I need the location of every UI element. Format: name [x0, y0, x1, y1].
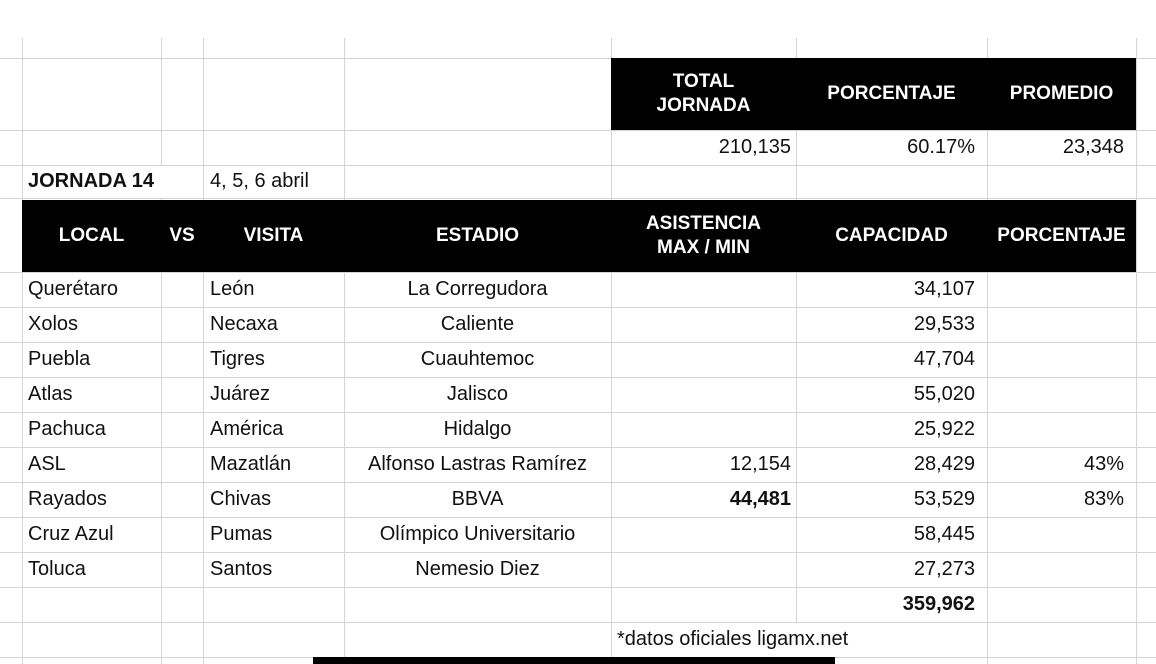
cell-local[interactable]: Atlas	[28, 383, 73, 405]
col-header-asistencia[interactable]: ASISTENCIA MAX / MIN	[645, 213, 762, 258]
cell-porcentaje[interactable]	[987, 342, 1124, 377]
cell-footnote[interactable]: *datos oficiales ligamx.net	[617, 628, 849, 650]
col-header-local[interactable]: LOCAL	[58, 225, 125, 247]
col-header-estadio[interactable]: ESTADIO	[435, 225, 520, 247]
cell-estadio[interactable]: Nemesio Diez	[415, 558, 540, 580]
cell-visita[interactable]: América	[210, 418, 284, 440]
cell-capacidad[interactable]: 47,704	[913, 348, 975, 370]
cell-total-capacidad[interactable]: 359,962	[902, 593, 975, 615]
cell-estadio[interactable]: La Corregudora	[407, 278, 548, 300]
gridline-horizontal	[0, 587, 1156, 588]
gridline-vertical	[611, 38, 612, 664]
col-header-visita[interactable]: VISITA	[243, 225, 304, 247]
cell-porcentaje[interactable]	[987, 272, 1124, 307]
cell-porcentaje[interactable]	[987, 307, 1124, 342]
cell-estadio[interactable]: Jalisco	[446, 383, 509, 405]
cell-estadio[interactable]: BBVA	[451, 488, 504, 510]
cell-porcentaje[interactable]: 83%	[1083, 488, 1124, 510]
cell-visita[interactable]: Necaxa	[210, 313, 278, 335]
cell-asistencia[interactable]	[611, 307, 791, 342]
gridline-horizontal	[0, 165, 1156, 166]
cell-capacidad[interactable]: 34,107	[913, 278, 975, 300]
next-section-header-partial	[313, 657, 835, 664]
cell-promedio-value[interactable]: 23,348	[1062, 136, 1124, 158]
cell-visita[interactable]: Pumas	[210, 523, 273, 545]
cell-estadio[interactable]: Olímpico Universitario	[379, 523, 576, 545]
gridline-horizontal	[0, 307, 1156, 308]
cell-porcentaje[interactable]	[987, 412, 1124, 447]
cell-capacidad[interactable]: 25,922	[913, 418, 975, 440]
cell-asistencia[interactable]: 12,154	[729, 453, 791, 475]
gridline-horizontal	[0, 272, 1156, 273]
cell-local[interactable]: Toluca	[28, 558, 86, 580]
gridline-horizontal	[0, 552, 1156, 553]
cell-asistencia[interactable]	[611, 272, 791, 307]
gridline-vertical	[161, 198, 162, 664]
gridline-vertical	[987, 38, 988, 664]
cell-local[interactable]: Cruz Azul	[28, 523, 114, 545]
cell-visita[interactable]: Juárez	[210, 383, 271, 405]
cell-local[interactable]: Xolos	[28, 313, 79, 335]
cell-porcentaje[interactable]	[987, 517, 1124, 552]
cell-capacidad[interactable]: 55,020	[913, 383, 975, 405]
cell-porcentaje[interactable]: 43%	[1083, 453, 1124, 475]
cell-capacidad[interactable]: 27,273	[913, 558, 975, 580]
cell-asistencia[interactable]	[611, 552, 791, 587]
cell-estadio[interactable]: Hidalgo	[443, 418, 512, 440]
gridline-vertical	[344, 38, 345, 664]
gridline-horizontal	[0, 447, 1156, 448]
cell-estadio[interactable]: Cuauhtemoc	[420, 348, 535, 370]
cell-visita[interactable]: Santos	[210, 558, 273, 580]
gridline-vertical	[1136, 38, 1137, 664]
cell-asistencia[interactable]	[611, 377, 791, 412]
cell-visita[interactable]: Mazatlán	[210, 453, 292, 475]
gridline-horizontal	[0, 130, 1156, 131]
cell-porcentaje[interactable]	[987, 552, 1124, 587]
col-header-vs[interactable]: VS	[169, 225, 195, 247]
gridline-vertical	[22, 38, 23, 664]
cell-visita[interactable]: Chivas	[210, 488, 272, 510]
cell-jornada-title[interactable]: JORNADA 14	[28, 170, 154, 192]
cell-capacidad[interactable]: 29,533	[913, 313, 975, 335]
cell-asistencia[interactable]	[611, 342, 791, 377]
gridline-horizontal	[0, 58, 1156, 59]
gridline-horizontal	[0, 482, 1156, 483]
summary-header-porcentaje[interactable]: PORCENTAJE	[827, 83, 956, 105]
cell-capacidad[interactable]: 28,429	[913, 453, 975, 475]
cell-local[interactable]: Pachuca	[28, 418, 106, 440]
gridline-vertical	[796, 38, 797, 622]
cell-porcentaje-value[interactable]: 60.17%	[907, 136, 975, 158]
summary-header-total-jornada[interactable]: TOTAL JORNADA	[656, 71, 751, 116]
cell-local[interactable]: Querétaro	[28, 278, 119, 300]
gridline-horizontal	[0, 412, 1156, 413]
gridline-horizontal	[0, 342, 1156, 343]
cell-capacidad[interactable]: 53,529	[913, 488, 975, 510]
cell-jornada-dates[interactable]: 4, 5, 6 abril	[210, 170, 309, 192]
cell-porcentaje[interactable]	[987, 377, 1124, 412]
cell-total-jornada-value[interactable]: 210,135	[718, 136, 791, 158]
cell-estadio[interactable]: Caliente	[440, 313, 515, 335]
cell-local[interactable]: Puebla	[28, 348, 91, 370]
cell-visita[interactable]: León	[210, 278, 255, 300]
cell-asistencia[interactable]: 44,481	[729, 488, 791, 510]
gridline-horizontal	[0, 622, 1156, 623]
col-header-capacidad[interactable]: CAPACIDAD	[835, 225, 948, 247]
gridline-vertical	[161, 38, 162, 165]
summary-header-promedio[interactable]: PROMEDIO	[1009, 83, 1114, 105]
cell-local[interactable]: ASL	[28, 453, 66, 475]
gridline-horizontal	[0, 198, 1156, 199]
summary-header-band	[611, 58, 1136, 130]
cell-asistencia[interactable]	[611, 412, 791, 447]
cell-estadio[interactable]: Alfonso Lastras Ramírez	[368, 453, 587, 475]
match-table-header-band	[22, 200, 1136, 272]
cell-asistencia[interactable]	[611, 517, 791, 552]
cell-visita[interactable]: Tigres	[210, 348, 265, 370]
gridline-horizontal	[0, 377, 1156, 378]
cell-capacidad[interactable]: 58,445	[913, 523, 975, 545]
col-header-porcentaje[interactable]: PORCENTAJE	[997, 225, 1126, 247]
gridline-vertical	[203, 38, 204, 664]
cell-local[interactable]: Rayados	[28, 488, 107, 510]
gridline-horizontal	[0, 517, 1156, 518]
